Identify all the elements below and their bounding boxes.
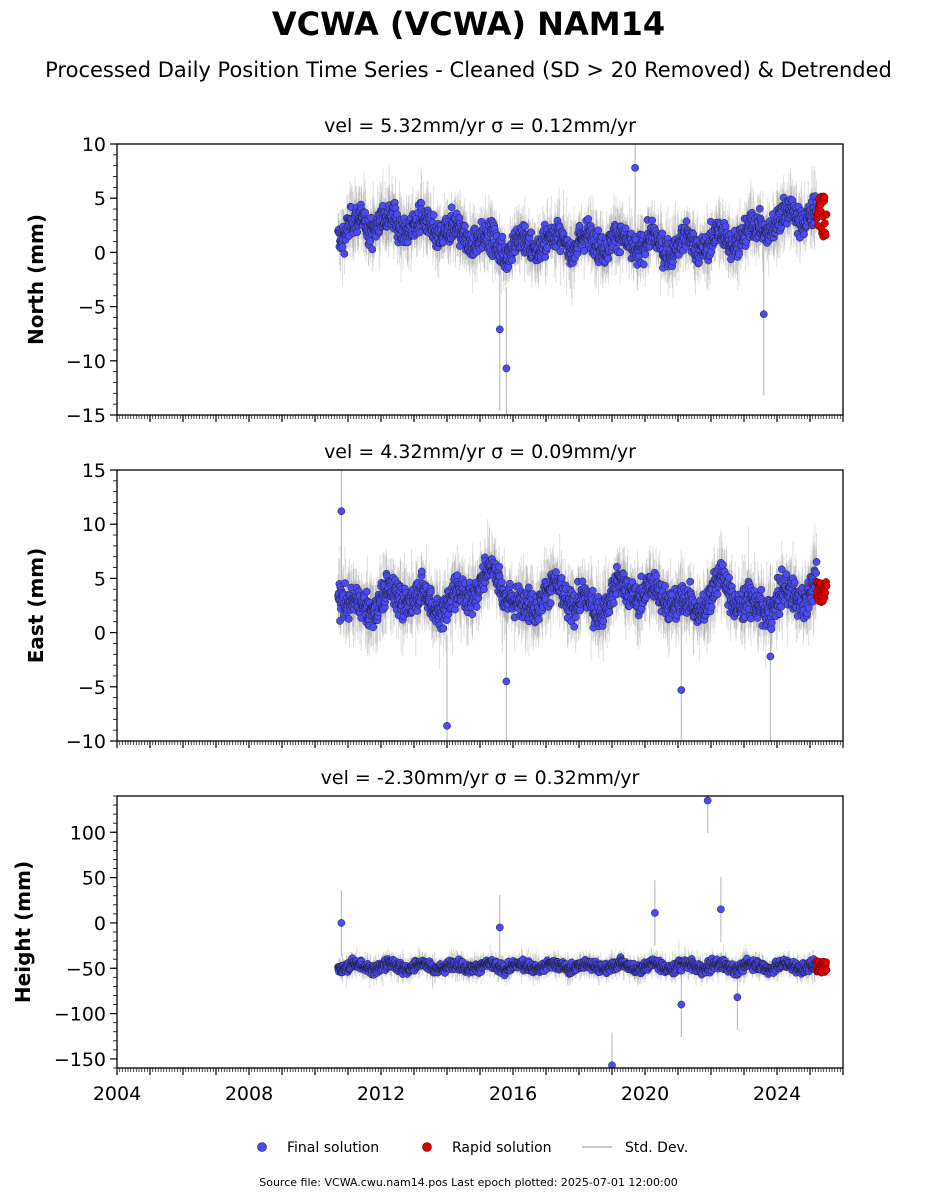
chart-panels: −15 −10 −5 0 5 10 vel = 5.32mm/yr σ = 0.12mm/y… [11, 115, 844, 1105]
ylabel-1: North (mm) [24, 214, 48, 345]
final-point [639, 260, 648, 269]
final-point [366, 237, 374, 246]
outlier-point [502, 364, 511, 373]
final-point [338, 243, 347, 252]
final-point [527, 228, 536, 237]
final-point [341, 579, 349, 587]
rapid-point [822, 210, 831, 219]
plot-area-2 [334, 470, 831, 741]
rapid-point [820, 193, 829, 202]
final-point [584, 215, 593, 223]
final-point [353, 228, 362, 237]
ytick-label: 5 [94, 188, 106, 210]
final-point [361, 208, 369, 217]
final-point [368, 245, 377, 254]
final-points-1 [334, 163, 821, 373]
final-point [447, 203, 456, 212]
final-point [340, 249, 349, 258]
rapid-point [821, 219, 829, 228]
axes-frame-1 [116, 143, 844, 416]
ytick-label: 0 [94, 242, 106, 264]
final-point [616, 248, 625, 257]
page-title: VCWA (VCWA) NAM14 [271, 5, 666, 43]
final-point [658, 229, 667, 238]
final-point [621, 224, 630, 233]
ytick-label: 10 [82, 134, 106, 156]
final-point [641, 250, 650, 259]
final-point [521, 222, 529, 230]
page-subtitle: Processed Daily Position Time Series - C… [45, 58, 892, 82]
final-point [721, 222, 730, 231]
final-point [755, 204, 764, 213]
final-point [344, 615, 353, 623]
ytick-label: −5 [78, 297, 106, 319]
outlier-point [495, 325, 504, 334]
final-points-2 [334, 507, 821, 730]
final-point [800, 230, 808, 239]
final-point [594, 226, 603, 235]
final-point [575, 221, 584, 230]
rapid-points-1 [812, 192, 831, 241]
final-point [580, 247, 589, 255]
outlier-point [759, 310, 768, 319]
outlier-point [631, 163, 639, 172]
final-point [498, 232, 507, 241]
final-point [415, 228, 424, 237]
final-point [735, 250, 743, 258]
panel-title-1: vel = 5.32mm/yr σ = 0.12mm/yr [324, 115, 636, 137]
stddev-bars-1 [337, 144, 817, 415]
plot-area-1 [334, 144, 831, 415]
rapid-point [821, 231, 830, 240]
ytick-label: −10 [66, 351, 106, 373]
final-point [648, 216, 657, 225]
final-point [604, 254, 613, 263]
final-point [543, 243, 552, 252]
final-point [460, 222, 469, 230]
final-point [508, 256, 516, 265]
panel-1: −15 −10 −5 0 5 10 vel = 5.32mm/yr σ = 0.12mm/y… [24, 115, 844, 427]
ytick-label: −15 [66, 405, 106, 427]
final-point [556, 247, 565, 256]
final-point [429, 211, 438, 219]
final-point [682, 217, 691, 226]
